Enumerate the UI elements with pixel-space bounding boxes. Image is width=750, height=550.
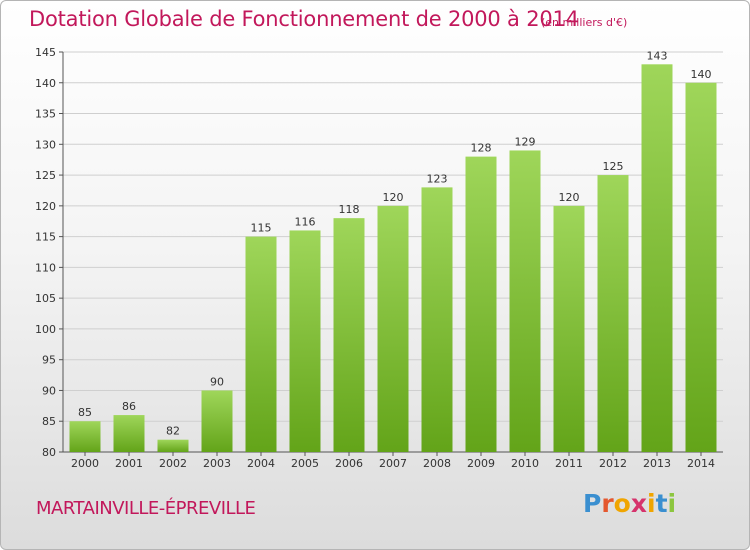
y-tick-label: 140 xyxy=(35,77,56,90)
bar xyxy=(377,205,409,452)
data-label: 118 xyxy=(339,203,360,216)
y-tick-label: 105 xyxy=(35,292,56,305)
x-tick-label: 2008 xyxy=(423,457,451,470)
chart-subtitle: (en milliers d'€) xyxy=(541,16,628,29)
y-tick-label: 120 xyxy=(35,200,56,213)
logo-letter: i xyxy=(667,489,677,518)
bar xyxy=(69,421,101,452)
data-label: 115 xyxy=(251,222,272,235)
y-tick-label: 110 xyxy=(35,261,56,274)
x-tick-label: 2011 xyxy=(555,457,583,470)
logo-letter: i xyxy=(647,489,656,518)
data-label: 90 xyxy=(210,375,224,388)
bar xyxy=(685,82,717,453)
y-tick-label: 85 xyxy=(42,415,56,428)
logo-letter: x xyxy=(630,489,647,518)
bar xyxy=(157,439,189,452)
y-tick-label: 100 xyxy=(35,323,56,336)
y-tick-label: 80 xyxy=(42,446,56,459)
y-tick-label: 95 xyxy=(42,354,56,367)
data-label: 116 xyxy=(295,215,316,228)
bar xyxy=(597,175,629,453)
logo-letter: r xyxy=(601,489,614,518)
data-label: 86 xyxy=(122,400,136,413)
x-tick-label: 2001 xyxy=(115,457,143,470)
bar xyxy=(641,64,673,453)
bar xyxy=(245,236,277,452)
x-tick-label: 2005 xyxy=(291,457,319,470)
bar xyxy=(289,230,321,452)
x-tick-label: 2007 xyxy=(379,457,407,470)
x-tick-label: 2002 xyxy=(159,457,187,470)
data-label: 123 xyxy=(427,172,448,185)
x-tick-label: 2000 xyxy=(71,457,99,470)
x-tick-label: 2004 xyxy=(247,457,275,470)
y-tick-label: 130 xyxy=(35,138,56,151)
y-tick-label: 145 xyxy=(35,46,56,59)
proxiti-logo[interactable]: Proxiti xyxy=(583,489,676,518)
x-tick-label: 2006 xyxy=(335,457,363,470)
bar xyxy=(421,187,453,452)
chart-title: Dotation Globale de Fonctionnement de 20… xyxy=(29,7,579,31)
data-label: 128 xyxy=(471,142,492,155)
data-label: 143 xyxy=(647,49,668,62)
bar xyxy=(201,390,233,452)
data-label: 120 xyxy=(559,191,580,204)
commune-name: MARTAINVILLE-ÉPREVILLE xyxy=(36,498,256,519)
data-label: 129 xyxy=(515,135,536,148)
y-tick-label: 115 xyxy=(35,231,56,244)
data-label: 125 xyxy=(603,160,624,173)
data-label: 82 xyxy=(166,425,180,438)
data-label: 85 xyxy=(78,406,92,419)
x-tick-label: 2010 xyxy=(511,457,539,470)
y-tick-label: 125 xyxy=(35,169,56,182)
logo-letter: o xyxy=(613,489,631,518)
bar xyxy=(509,150,541,452)
bar xyxy=(333,218,365,452)
logo-letter: P xyxy=(583,489,602,518)
data-label: 120 xyxy=(383,191,404,204)
x-tick-label: 2009 xyxy=(467,457,495,470)
y-tick-label: 90 xyxy=(42,384,56,397)
data-label: 140 xyxy=(691,68,712,81)
bar xyxy=(553,205,585,452)
bar xyxy=(113,415,145,452)
y-tick-label: 135 xyxy=(35,108,56,121)
logo-letter: t xyxy=(655,489,668,518)
x-tick-label: 2012 xyxy=(599,457,627,470)
x-tick-label: 2003 xyxy=(203,457,231,470)
bar xyxy=(465,156,497,452)
x-tick-label: 2014 xyxy=(687,457,715,470)
x-tick-label: 2013 xyxy=(643,457,671,470)
